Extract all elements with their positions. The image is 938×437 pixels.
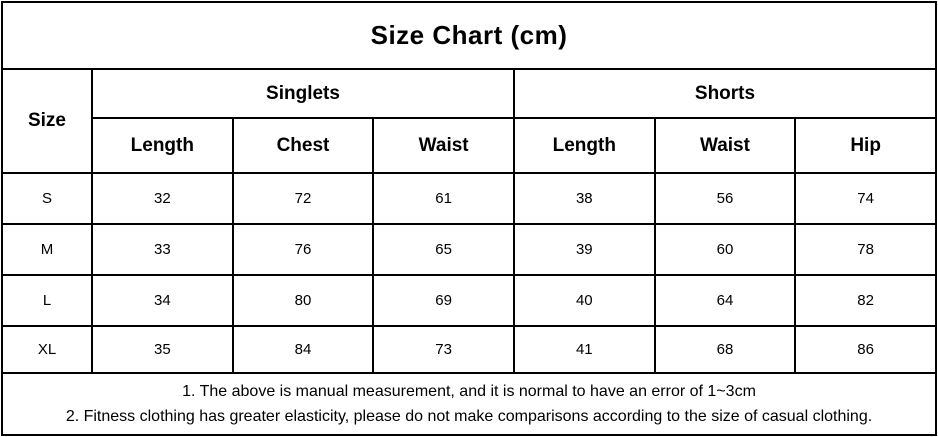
- column-header-shorts-waist: Waist: [653, 117, 797, 174]
- column-header-size: Size: [1, 68, 93, 174]
- measurement-cell: 84: [231, 325, 375, 374]
- row-label-l: L: [1, 274, 93, 327]
- page-title: Size Chart (cm): [1, 1, 937, 70]
- subheader-row: Length Chest Waist Length Waist Hip: [2, 117, 937, 174]
- measurement-cell: 39: [512, 223, 656, 276]
- measurement-cell: 60: [653, 223, 797, 276]
- table-row-m: M 33 76 65 39 60 78: [1, 223, 937, 276]
- column-header-singlets-waist: Waist: [372, 117, 515, 174]
- row-label-m: M: [1, 223, 93, 276]
- group-header-row: Size Singlets Shorts: [1, 68, 938, 174]
- measurement-cell: 76: [231, 223, 375, 276]
- measurement-cell: 65: [372, 223, 515, 276]
- measurement-cell: 61: [372, 172, 515, 225]
- column-header-shorts-hip: Hip: [794, 117, 937, 174]
- measurement-cell: 69: [372, 274, 515, 327]
- note-line-2: 2. Fitness clothing has greater elastici…: [65, 408, 873, 425]
- group-header-shorts: Shorts: [512, 68, 938, 119]
- measurement-cell: 78: [794, 223, 937, 276]
- measurement-cell: 40: [512, 274, 656, 327]
- row-label-s: S: [1, 172, 93, 225]
- column-header-singlets-length: Length: [91, 117, 234, 174]
- row-label-xl: XL: [1, 325, 93, 374]
- measurement-cell: 56: [653, 172, 797, 225]
- measurement-cell: 74: [794, 172, 937, 225]
- title-row: Size Chart (cm): [1, 1, 937, 70]
- column-header-shorts-length: Length: [512, 117, 656, 174]
- measurement-cell: 38: [512, 172, 656, 225]
- column-header-singlets-chest: Chest: [231, 117, 375, 174]
- measurement-cell: 68: [653, 325, 797, 374]
- group-header-singlets: Singlets: [91, 68, 515, 119]
- measurement-cell: 33: [91, 223, 234, 276]
- notes-cell: 1. The above is manual measurement, and …: [1, 372, 937, 436]
- measurement-cell: 73: [372, 325, 515, 374]
- measurement-cell: 35: [91, 325, 234, 374]
- measurement-cell: 72: [231, 172, 375, 225]
- table-row-l: L 34 80 69 40 64 82: [1, 274, 937, 327]
- measurement-cell: 64: [653, 274, 797, 327]
- measurement-cell: 41: [512, 325, 656, 374]
- notes-row: 1. The above is manual measurement, and …: [1, 372, 937, 436]
- note-line-1: 1. The above is manual measurement, and …: [182, 383, 756, 400]
- measurement-cell: 34: [91, 274, 234, 327]
- measurement-cell: 32: [91, 172, 234, 225]
- measurement-cell: 82: [794, 274, 937, 327]
- table-row-xl: XL 35 84 73 41 68 86: [1, 325, 937, 374]
- measurement-cell: 86: [794, 325, 937, 374]
- measurement-cell: 80: [231, 274, 375, 327]
- table-row-s: S 32 72 61 38 56 74: [1, 172, 937, 225]
